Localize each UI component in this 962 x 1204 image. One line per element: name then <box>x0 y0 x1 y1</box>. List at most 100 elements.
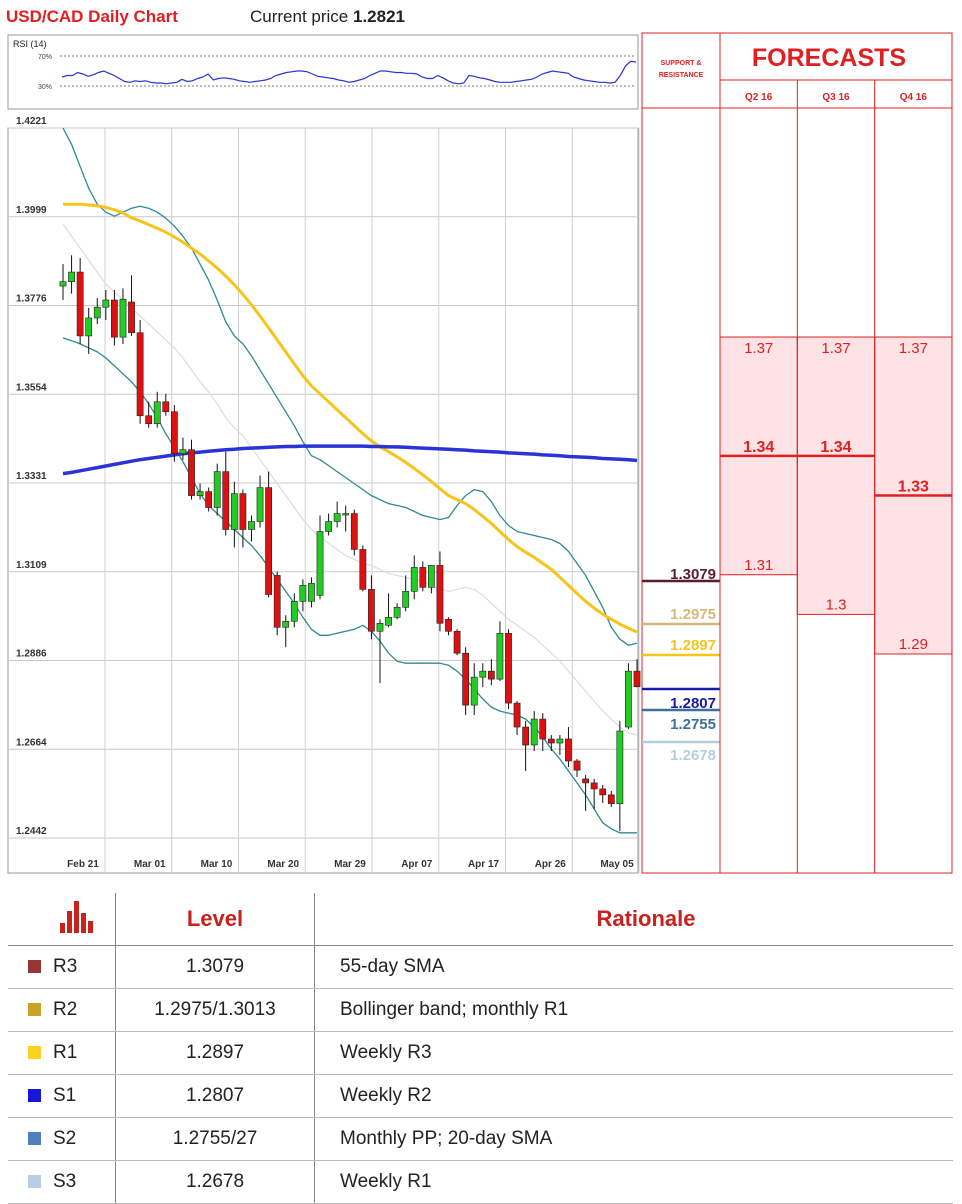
level-value: 1.2678 <box>115 1160 315 1204</box>
candle-up <box>59 281 67 287</box>
level-value: 1.2755/27 <box>115 1117 315 1161</box>
level-rationale: Weekly R3 <box>314 1031 953 1075</box>
candle-down <box>162 401 170 413</box>
sr-column <box>641 32 721 874</box>
y-tick-label: 1.3554 <box>16 382 47 393</box>
forecast-mid: 1.33 <box>898 479 929 496</box>
x-tick-label: May 05 <box>600 859 634 870</box>
candle-up <box>376 622 384 632</box>
candle-down <box>273 575 281 628</box>
candle-up <box>68 271 75 282</box>
forecast-high: 1.37 <box>744 340 773 357</box>
sr-level-label: 1.2678 <box>670 747 716 764</box>
price-panel <box>7 127 639 874</box>
level-header: Level <box>115 893 315 946</box>
candle-down <box>111 299 118 338</box>
candle-down <box>590 782 598 790</box>
y-tick-label: 1.2442 <box>16 826 47 837</box>
candle-down <box>573 760 581 771</box>
forecast-range <box>796 336 876 615</box>
x-tick-label: Mar 29 <box>334 859 366 870</box>
current-price-label: Current price <box>250 7 349 26</box>
y-tick-label: 1.3331 <box>16 471 47 482</box>
candle-up <box>410 567 418 592</box>
level-color-swatch <box>28 960 41 973</box>
forecast-low: 1.29 <box>899 636 928 653</box>
current-price-value: 1.2821 <box>353 7 405 26</box>
candle-down <box>607 794 615 804</box>
candle-down <box>436 565 444 624</box>
candle-up <box>496 632 504 680</box>
level-code-cell: S2 <box>8 1117 116 1161</box>
rsi-label: RSI (14) <box>13 39 47 49</box>
forecast-high: 1.37 <box>821 340 850 357</box>
bar-chart-icon-cell <box>8 893 116 946</box>
candle-down <box>136 332 144 417</box>
current-price: Current price 1.2821 <box>250 7 405 27</box>
level-rationale: Weekly R2 <box>314 1074 953 1118</box>
forecast-high: 1.37 <box>899 340 928 357</box>
candle-up <box>256 487 264 522</box>
x-tick-label: Apr 07 <box>401 859 433 870</box>
candle-up <box>153 401 161 425</box>
level-code-cell: R1 <box>8 1031 116 1075</box>
levels-table-header: Level Rationale <box>8 893 953 946</box>
candle-up <box>479 670 487 678</box>
sr-level-label: 1.2807 <box>670 695 716 712</box>
candle-down <box>633 670 641 688</box>
candle-up <box>333 513 341 522</box>
candle-down <box>513 702 521 728</box>
candle-up <box>290 601 298 622</box>
candle-up <box>393 607 401 618</box>
candle-up <box>93 306 101 319</box>
table-row: R3 1.3079 55-day SMA <box>8 945 953 989</box>
series-line <box>63 202 638 634</box>
level-code-cell: S1 <box>8 1074 116 1118</box>
level-code: R3 <box>53 956 78 977</box>
candle-up <box>316 531 324 596</box>
candle-down <box>145 415 153 425</box>
candle-up <box>213 471 221 508</box>
forecast-col-label: Q2 16 <box>745 92 773 103</box>
candle-down <box>350 513 358 550</box>
candle-down <box>205 491 213 508</box>
x-tick-label: Apr 26 <box>535 859 567 870</box>
forecast-col-label: Q4 16 <box>900 92 928 103</box>
candle-up <box>119 298 127 338</box>
series-line <box>62 223 638 736</box>
candle-up <box>282 620 290 628</box>
sr-level-label: 1.2755 <box>670 716 716 733</box>
candle-up <box>299 585 307 602</box>
level-value: 1.2975/1.3013 <box>115 988 315 1032</box>
level-code: R1 <box>53 1042 78 1063</box>
table-row: S3 1.2678 Weekly R1 <box>8 1160 953 1204</box>
chart-title: USD/CAD Daily Chart <box>6 7 178 26</box>
levels-table: Level Rationale R3 1.3079 55-day SMA R2 1.29… <box>8 893 953 1204</box>
candle-down <box>368 589 375 632</box>
candle-down <box>76 271 84 337</box>
table-row: S2 1.2755/27 Monthly PP; 20-day SMA <box>8 1117 953 1161</box>
candle-up <box>248 521 255 530</box>
rsi-upper-label: 70% <box>38 54 52 61</box>
y-tick-label: 1.2664 <box>16 737 47 748</box>
sr-level-label: 1.3079 <box>670 566 716 583</box>
level-rationale: Monthly PP; 20-day SMA <box>314 1117 953 1161</box>
candle-up <box>556 738 564 744</box>
candle-up <box>428 565 435 588</box>
forecast-low: 1.3 <box>826 596 847 613</box>
x-tick-label: Mar 01 <box>134 859 166 870</box>
level-color-swatch <box>28 1046 41 1059</box>
level-rationale: Bollinger band; monthly R1 <box>314 988 953 1032</box>
series-line <box>62 127 638 646</box>
level-value: 1.2807 <box>115 1074 315 1118</box>
candle-up <box>179 449 187 454</box>
bar-chart-icon <box>59 901 93 933</box>
candle-up <box>102 299 110 308</box>
rationale-header: Rationale <box>314 893 953 946</box>
x-tick-label: Mar 10 <box>201 859 233 870</box>
candle-up <box>230 493 238 530</box>
candle-down <box>188 449 195 496</box>
candle-down <box>170 411 178 454</box>
candle-up <box>530 718 538 746</box>
y-tick-label: 1.3776 <box>16 294 47 305</box>
